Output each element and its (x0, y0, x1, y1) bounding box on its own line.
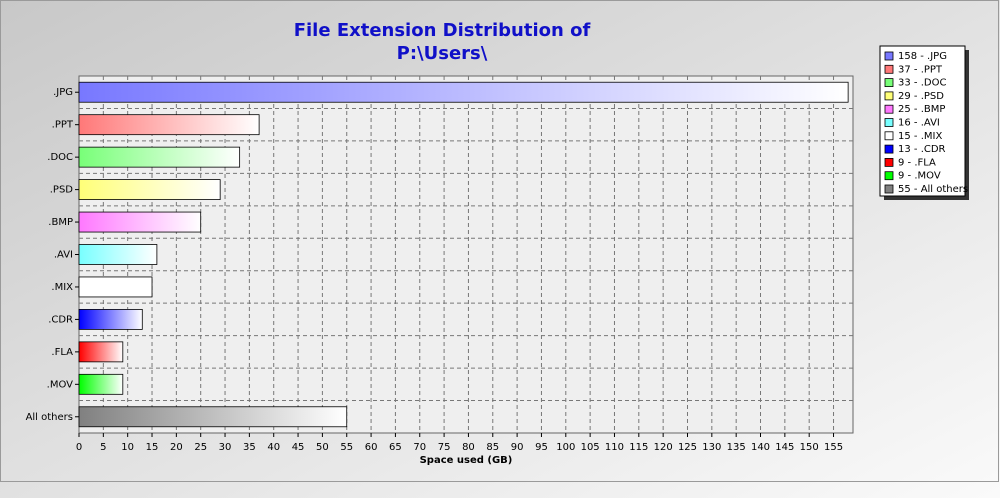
x-tick-label: 135 (727, 442, 746, 453)
x-axis-label: Space used (GB) (420, 455, 513, 466)
y-tick-label: .MOV (47, 379, 74, 390)
bar (78, 406, 348, 428)
legend-label: 9 - .FLA (898, 157, 936, 168)
x-tick-label: 60 (365, 442, 378, 453)
x-tick-label: 65 (389, 442, 402, 453)
legend-label: 25 - .BMP (898, 104, 945, 115)
legend-swatch (884, 78, 894, 87)
x-tick-label: 140 (751, 442, 770, 453)
y-tick-label: .FLA (51, 347, 73, 358)
legend-label: 55 - All others (898, 184, 968, 195)
legend-swatch (884, 118, 894, 127)
x-tick-label: 95 (535, 442, 548, 453)
x-tick-label: 125 (678, 442, 697, 453)
x-tick-label: 15 (146, 442, 159, 453)
y-tick-label: .DOC (47, 152, 73, 163)
legend-swatch (884, 157, 894, 167)
x-tick-label: 150 (800, 442, 819, 453)
bar (78, 373, 124, 395)
x-tick-label: 55 (340, 442, 353, 453)
legend-swatch (884, 144, 894, 154)
bar (78, 341, 124, 363)
x-tick-label: 40 (267, 442, 280, 453)
x-tick-label: 0 (76, 442, 82, 453)
x-tick-label: 145 (775, 442, 794, 453)
y-tick-label: .BMP (48, 217, 73, 228)
legend-swatch (884, 171, 894, 181)
x-tick-label: 10 (121, 442, 134, 453)
bar (78, 211, 202, 233)
legend (879, 45, 966, 197)
x-tick-label: 50 (316, 442, 329, 453)
x-tick-label: 30 (219, 442, 232, 453)
x-tick-label: 155 (824, 442, 843, 453)
x-tick-label: 5 (100, 442, 106, 453)
legend-label: 37 - .PPT (898, 64, 943, 75)
x-tick-label: 45 (292, 442, 305, 453)
x-tick-label: 100 (556, 442, 575, 453)
x-tick-label: 85 (486, 442, 499, 453)
chart-title: P:\Users\ (397, 43, 488, 64)
legend-swatch (884, 91, 894, 101)
legend-swatch (884, 184, 894, 194)
x-tick-label: 105 (581, 442, 600, 453)
x-tick-label: 115 (629, 442, 648, 453)
bar (78, 179, 221, 200)
bar (78, 81, 849, 103)
y-tick-label: .MIX (51, 282, 73, 293)
y-tick-label: All others (26, 412, 73, 423)
bar (78, 244, 158, 265)
y-tick-label: .CDR (48, 314, 73, 325)
legend-label: 33 - .DOC (898, 78, 946, 89)
legend-swatch (884, 131, 894, 141)
bar (78, 146, 241, 168)
x-tick-label: 90 (511, 442, 524, 453)
frame (0, 0, 999, 482)
x-tick-label: 110 (605, 442, 624, 453)
x-tick-label: 20 (170, 442, 183, 453)
plot-area (78, 75, 854, 434)
legend-label: 158 - .JPG (898, 51, 947, 62)
x-tick-label: 120 (654, 442, 673, 453)
bar (78, 114, 260, 136)
legend-swatch (884, 104, 894, 114)
y-tick-label: .PPT (52, 120, 74, 131)
legend-label: 15 - .MIX (898, 131, 942, 142)
x-tick-label: 35 (243, 442, 256, 453)
legend-label: 16 - .AVI (898, 118, 940, 129)
x-tick-label: 25 (194, 442, 207, 453)
y-tick-label: .JPG (53, 87, 73, 98)
y-tick-label: .PSD (50, 185, 74, 196)
legend-label: 13 - .CDR (898, 144, 946, 155)
x-tick-label: 80 (462, 442, 475, 453)
legend-swatch (884, 51, 894, 61)
chart-title: File Extension Distribution of (294, 20, 591, 41)
x-tick-label: 70 (413, 442, 426, 453)
y-tick-label: .AVI (54, 250, 73, 261)
x-tick-label: 130 (702, 442, 721, 453)
x-tick-label: 75 (438, 442, 451, 453)
legend-label: 29 - .PSD (898, 91, 944, 102)
bar (78, 309, 143, 330)
bar (78, 276, 153, 298)
legend-label: 9 - .MOV (898, 171, 941, 182)
legend-swatch (884, 64, 894, 74)
